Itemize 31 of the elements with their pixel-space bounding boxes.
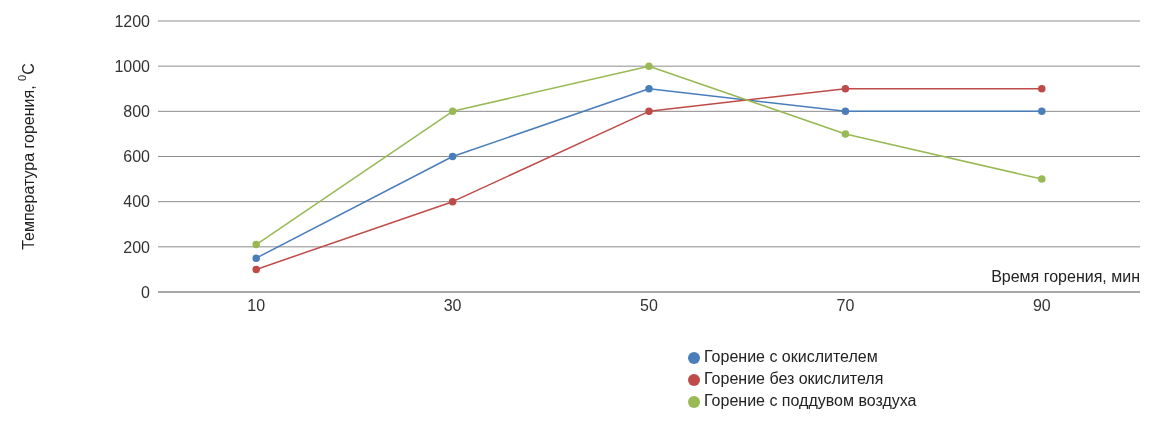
point xyxy=(841,85,850,93)
y-tick-label: 0 xyxy=(141,283,151,301)
point xyxy=(1038,175,1046,183)
x-tick-label: 10 xyxy=(247,297,266,315)
point xyxy=(841,107,850,116)
x-axis-title: Время горения, мин xyxy=(991,268,1140,285)
point xyxy=(1038,85,1046,93)
point xyxy=(252,265,260,274)
point xyxy=(645,62,653,70)
point xyxy=(448,197,457,206)
legend-label: Горение с окислителем xyxy=(704,348,878,365)
y-tick-label: 1200 xyxy=(114,12,151,30)
point xyxy=(252,240,260,249)
x-tick-label: 90 xyxy=(1032,297,1051,315)
x-tick-label: 30 xyxy=(443,297,462,315)
y-tick-label: 400 xyxy=(123,193,151,211)
point xyxy=(448,107,457,116)
x-tick-label: 50 xyxy=(640,297,658,315)
legend-label: Горение с поддувом воздуха xyxy=(704,392,917,409)
point xyxy=(252,254,260,262)
y-tick-label: 1000 xyxy=(114,57,151,75)
point xyxy=(1038,107,1046,116)
y-tick-label: 200 xyxy=(123,238,151,256)
point xyxy=(841,130,850,138)
point xyxy=(448,152,457,161)
legend-label: Горение без окислителя xyxy=(704,370,884,387)
y-tick-label: 800 xyxy=(123,103,151,121)
x-tick-label: 70 xyxy=(836,297,855,315)
y-tick-label: 600 xyxy=(123,148,151,166)
point xyxy=(645,107,653,116)
point xyxy=(645,85,653,93)
